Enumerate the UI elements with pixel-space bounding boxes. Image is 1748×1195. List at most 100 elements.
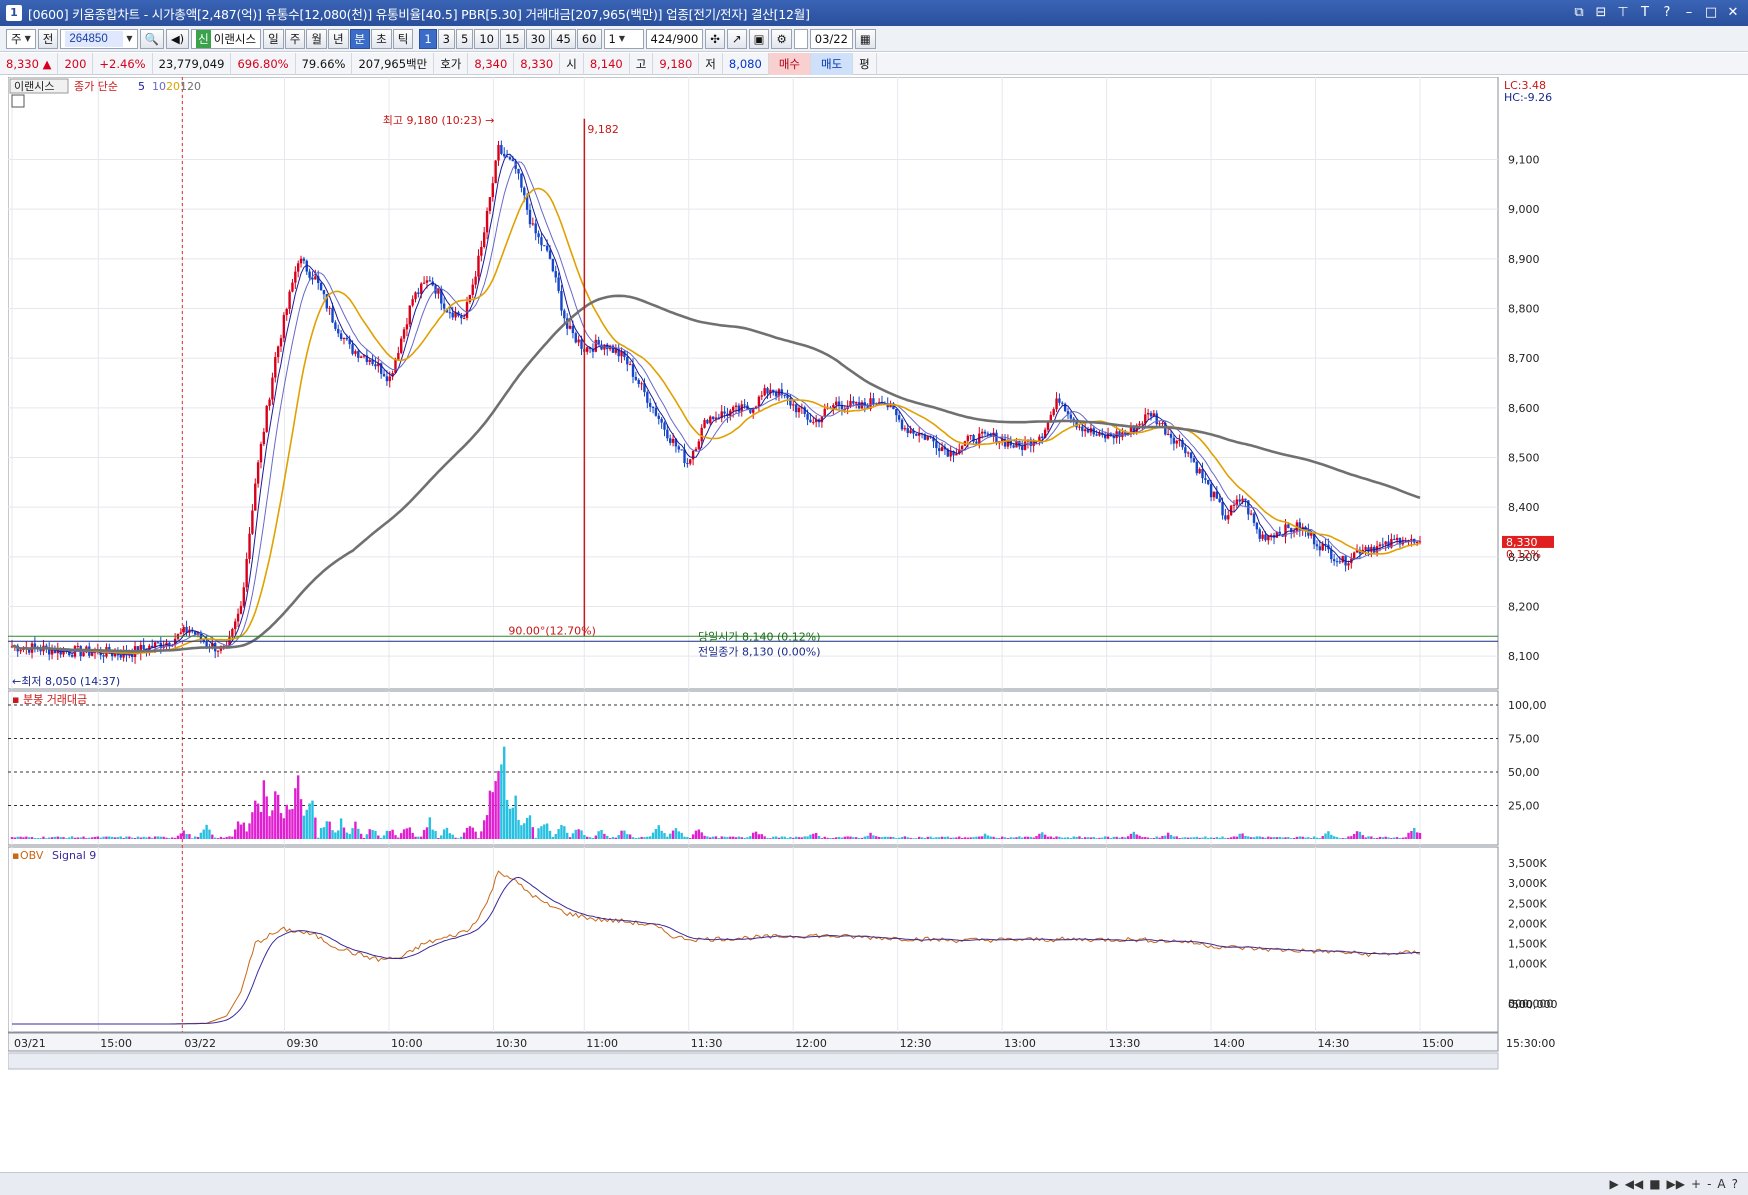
code-input[interactable]	[65, 30, 124, 47]
candle-body	[611, 345, 615, 353]
eval-button[interactable]: 평	[853, 52, 877, 75]
interval-tab-30[interactable]: 30	[525, 28, 551, 49]
volume-bar	[176, 835, 180, 839]
sound-button[interactable]: ◀)	[165, 28, 190, 49]
nav-control-1[interactable]: ◀◀	[1624, 1177, 1644, 1191]
code-combo[interactable]: ▼	[60, 28, 138, 49]
interval-tab-45[interactable]: 45	[551, 28, 576, 49]
tool-line-button[interactable]: ↗	[726, 28, 747, 49]
period-tab-2[interactable]: 월	[306, 28, 327, 49]
volume-bar	[729, 836, 732, 839]
volume-bar	[1138, 835, 1141, 839]
pin-icon[interactable]: ⊤	[1617, 5, 1629, 20]
interval-tab-5[interactable]: 5	[455, 28, 474, 49]
candle-body	[774, 392, 778, 397]
volume-bar	[1195, 836, 1198, 839]
nav-control-7[interactable]: ?	[1731, 1177, 1738, 1191]
settings-button[interactable]: ⚙	[771, 28, 792, 49]
period-tab-6[interactable]: 틱	[392, 28, 414, 49]
count-field[interactable]: 424/900	[645, 28, 704, 49]
candle-body	[520, 173, 523, 188]
interval-tab-3[interactable]: 3	[437, 28, 455, 49]
buy-button[interactable]: 매수	[768, 52, 811, 75]
volume-bar	[917, 836, 921, 839]
volume-bar	[680, 832, 683, 839]
interval-tab-60[interactable]: 60	[576, 28, 602, 49]
candle-body	[909, 430, 912, 434]
volume-bar	[488, 790, 492, 839]
volume-bar	[1132, 831, 1136, 839]
interval-tab-15[interactable]: 15	[499, 28, 525, 49]
interval-value: 1	[608, 31, 616, 46]
tile-icon[interactable]: ⊟	[1595, 5, 1607, 20]
volume-bar	[1104, 836, 1107, 839]
date-field[interactable]: 03/22	[809, 28, 853, 49]
volume-bar	[909, 837, 912, 839]
volume-bar	[1023, 836, 1027, 839]
candle-body	[551, 258, 555, 272]
period-tab-5[interactable]: 초	[371, 28, 392, 49]
candle-body	[903, 428, 907, 430]
volume-bar	[371, 829, 374, 839]
interval-tab-1[interactable]: 1	[419, 28, 437, 49]
nav-control-5[interactable]: -	[1707, 1177, 1712, 1191]
volume-bar	[1258, 836, 1261, 839]
volume-bar	[1387, 837, 1390, 839]
save-button[interactable]: ▣	[748, 28, 770, 49]
volume-bar	[1178, 838, 1181, 839]
candle-body	[923, 434, 927, 440]
nav-control-4[interactable]: +	[1691, 1177, 1702, 1191]
candle-body	[153, 642, 157, 648]
sell-button[interactable]: 매도	[811, 52, 854, 75]
nav-control-3[interactable]: ▶▶	[1666, 1177, 1685, 1191]
candle-body	[437, 289, 440, 294]
volume-bar	[1095, 838, 1098, 839]
candle-body	[1238, 499, 1241, 502]
volume-bar	[906, 837, 909, 839]
volume-bar	[1055, 836, 1058, 839]
search-button[interactable]: 🔍	[139, 28, 164, 49]
text-icon[interactable]: T	[1641, 5, 1649, 20]
price-change-rate: +2.46%	[93, 52, 153, 75]
period-tab-0[interactable]: 일	[263, 28, 284, 49]
volume-bar	[1192, 837, 1196, 839]
nav-control-2[interactable]: ■	[1649, 1177, 1661, 1191]
market-select[interactable]: 주 ▼	[6, 28, 36, 49]
candle-body	[1109, 433, 1113, 437]
volume-bar	[823, 836, 826, 839]
candle-body	[752, 408, 755, 413]
period-tab-4[interactable]: 분	[349, 28, 371, 49]
period-tab-1[interactable]: 주	[284, 28, 306, 49]
nav-control-6[interactable]: A	[1717, 1177, 1726, 1191]
candle-body	[156, 642, 160, 644]
stock-name-field[interactable]: 신 이랜시스	[191, 28, 262, 49]
minimize-icon[interactable]: –	[1685, 5, 1693, 20]
volume-bar	[886, 836, 889, 839]
window-titlebar: 1 [0600] 키움종합차트 - 시가총액[2,487(억)] 유통수[12,…	[0, 0, 1748, 26]
date-checkbox[interactable]	[793, 28, 808, 49]
candle-body	[1352, 552, 1356, 559]
volume-bar	[1244, 835, 1247, 839]
tool-draw-button[interactable]: ✣	[705, 28, 725, 49]
restore-icon[interactable]: ⧉	[1574, 5, 1584, 20]
interval-select[interactable]: 1 ▼	[603, 28, 644, 49]
calendar-button[interactable]: ▦	[854, 28, 876, 49]
candle-body	[1175, 440, 1178, 444]
period-tab-3[interactable]: 년	[327, 28, 349, 49]
maximize-icon[interactable]: □	[1704, 5, 1718, 20]
volume-bar	[786, 838, 789, 839]
chart-area[interactable]: 9,100 9,000 8,900 8,800 8,700 8,600 8,500 8,400…	[8, 77, 1740, 1172]
interval-tab-10[interactable]: 10	[474, 28, 499, 49]
scope-button[interactable]: 전	[37, 28, 59, 49]
volume-bar	[697, 829, 701, 839]
volume-bar	[468, 826, 472, 839]
nav-control-0[interactable]: ▶	[1609, 1177, 1619, 1191]
candle-body	[337, 328, 340, 334]
volume-bar	[666, 836, 669, 839]
candle-body	[855, 402, 858, 404]
close-icon[interactable]: ✕	[1727, 5, 1739, 20]
help-icon[interactable]: ?	[1663, 5, 1671, 20]
time-tick-label: 10:30	[495, 1037, 527, 1050]
candle-body	[1241, 498, 1244, 502]
chart-svg[interactable]: 9,100 9,000 8,900 8,800 8,700 8,600 8,500 8,400…	[8, 77, 1740, 1172]
